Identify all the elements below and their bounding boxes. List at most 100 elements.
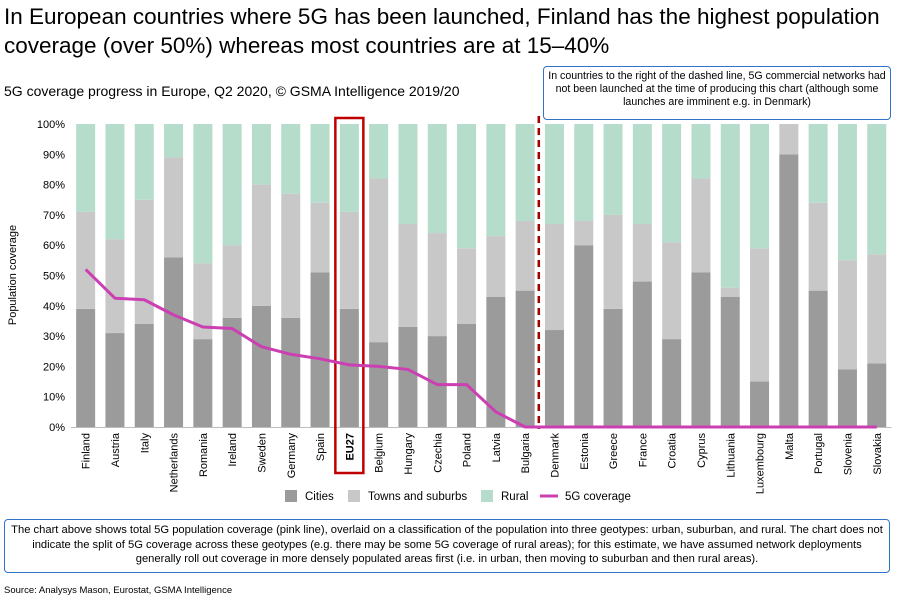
bar-segment-towns: [574, 220, 594, 246]
bar-segment-cities: [486, 296, 506, 427]
y-axis-label: Population coverage: [7, 225, 19, 325]
bar-segment-towns: [76, 211, 96, 309]
eu27-highlight-box: [334, 116, 365, 475]
bar-segment-rural: [134, 124, 154, 200]
bar-segment-towns: [486, 236, 506, 297]
category-label: Greece: [608, 433, 620, 469]
bar-segment-rural: [691, 124, 711, 179]
bar-segment-towns: [662, 242, 682, 340]
category-label: Malta: [784, 432, 796, 460]
category-label: Luxembourg: [755, 433, 767, 494]
bar-segment-cities: [193, 339, 213, 427]
source-text: Source: Analysys Mason, Eurostat, GSMA I…: [4, 585, 233, 596]
bar-segment-rural: [339, 124, 359, 212]
bar-segment-cities: [427, 336, 447, 427]
bar-segment-rural: [164, 124, 184, 158]
bar-segment-rural: [808, 124, 828, 203]
bar-segment-rural: [574, 124, 594, 221]
bar-segment-cities: [515, 290, 535, 427]
legend-label: 5G coverage: [565, 491, 631, 503]
bar-segment-cities: [310, 272, 330, 427]
category-label: Finland: [81, 433, 93, 469]
chart-subtitle: 5G coverage progress in Europe, Q2 2020,…: [4, 83, 460, 99]
bar-segment-rural: [281, 124, 301, 194]
y-tick-label: 20%: [43, 361, 65, 373]
bar-segment-rural: [515, 124, 535, 221]
category-labels: Finland Austria Italy Netherlands Romania Ire…: [81, 432, 884, 494]
coverage-line: [84, 268, 877, 429]
category-label: Latvia: [491, 432, 503, 462]
bar-segment-cities: [251, 305, 271, 427]
bar-segment-towns: [867, 254, 887, 364]
legend: Cities Towns and suburbs Rural 5G coverage: [285, 490, 631, 503]
bar-segment-towns: [281, 193, 301, 318]
bar-segment-rural: [486, 124, 506, 237]
category-label: Czechia: [432, 432, 444, 473]
bar-segment-towns: [251, 184, 271, 306]
legend-swatch-cities: [285, 490, 297, 502]
y-tick-label: 80%: [43, 180, 65, 192]
y-tick-label: 90%: [43, 149, 65, 161]
bar-segment-rural: [720, 124, 740, 288]
bar-segment-towns: [222, 245, 242, 318]
bar-segment-rural: [310, 124, 330, 203]
bar-segment-towns: [837, 260, 857, 370]
bar-segment-towns: [544, 223, 564, 331]
bar-segment-cities: [164, 257, 184, 427]
bar-segment-rural: [837, 124, 857, 261]
y-tick-label: 50%: [43, 271, 65, 283]
bar-segment-cities: [632, 281, 652, 427]
category-label: Hungary: [403, 433, 415, 475]
bar-segment-rural: [662, 124, 682, 243]
bar-segment-rural: [76, 124, 96, 212]
bar-segment-cities: [222, 317, 242, 427]
category-label: Slovenia: [842, 432, 854, 475]
y-tick-label: 0%: [49, 422, 65, 434]
bar-segment-towns: [369, 178, 389, 343]
category-label: France: [637, 433, 649, 467]
bar-segment-cities: [398, 327, 418, 427]
stacked-bars: [71, 124, 892, 428]
category-label: Spain: [315, 433, 327, 461]
category-label: Romania: [198, 432, 210, 477]
category-label: Ireland: [227, 433, 239, 467]
category-label: Denmark: [549, 433, 561, 478]
bar-segment-rural: [251, 124, 271, 185]
bar-segment-towns: [779, 124, 799, 155]
bar-segment-towns: [134, 199, 154, 324]
y-tick-label: 30%: [43, 331, 65, 343]
bar-segment-cities: [779, 154, 799, 428]
y-tick-label: 70%: [43, 210, 65, 222]
legend-swatch-towns: [348, 490, 360, 502]
bar-segment-rural: [603, 124, 623, 215]
bar-segment-rural: [193, 124, 213, 264]
category-label: Croatia: [667, 432, 679, 468]
bar-segment-cities: [750, 381, 770, 427]
y-axis-ticks: 0% 10% 20% 30% 40% 50% 60% 70% 80% 90% 100%: [37, 119, 65, 434]
bar-segment-towns: [603, 214, 623, 309]
bar-segment-towns: [750, 248, 770, 382]
y-tick-label: 40%: [43, 301, 65, 313]
category-label: Austria: [110, 432, 122, 467]
legend-swatch-rural: [481, 490, 493, 502]
bar-segment-rural: [632, 124, 652, 224]
bar-segment-towns: [808, 202, 828, 291]
bar-segment-towns: [691, 178, 711, 273]
bar-segment-rural: [544, 124, 564, 224]
category-label: Bulgaria: [520, 432, 532, 473]
bar-segment-cities: [457, 323, 477, 427]
bar-segment-cities: [691, 272, 711, 427]
legend-label: Rural: [501, 491, 528, 503]
bar-segment-cities: [867, 363, 887, 427]
category-label: EU27: [344, 433, 356, 461]
category-label: Germany: [286, 433, 298, 479]
bar-segment-cities: [281, 317, 301, 427]
bar-segment-cities: [603, 308, 623, 427]
bar-segment-towns: [310, 202, 330, 273]
bar-segment-rural: [398, 124, 418, 224]
bar-segment-cities: [662, 339, 682, 427]
bar-segment-cities: [105, 333, 125, 427]
bar-segment-towns: [164, 157, 184, 258]
bar-segment-cities: [837, 369, 857, 427]
launch-note: In countries to the right of the dashed …: [543, 66, 891, 120]
